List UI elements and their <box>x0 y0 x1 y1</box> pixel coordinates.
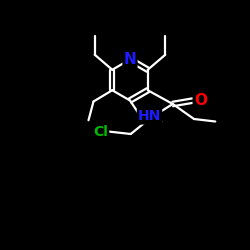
Text: N: N <box>124 52 136 67</box>
Text: Cl: Cl <box>93 124 108 138</box>
Text: O: O <box>194 93 207 108</box>
Text: HN: HN <box>138 110 161 124</box>
